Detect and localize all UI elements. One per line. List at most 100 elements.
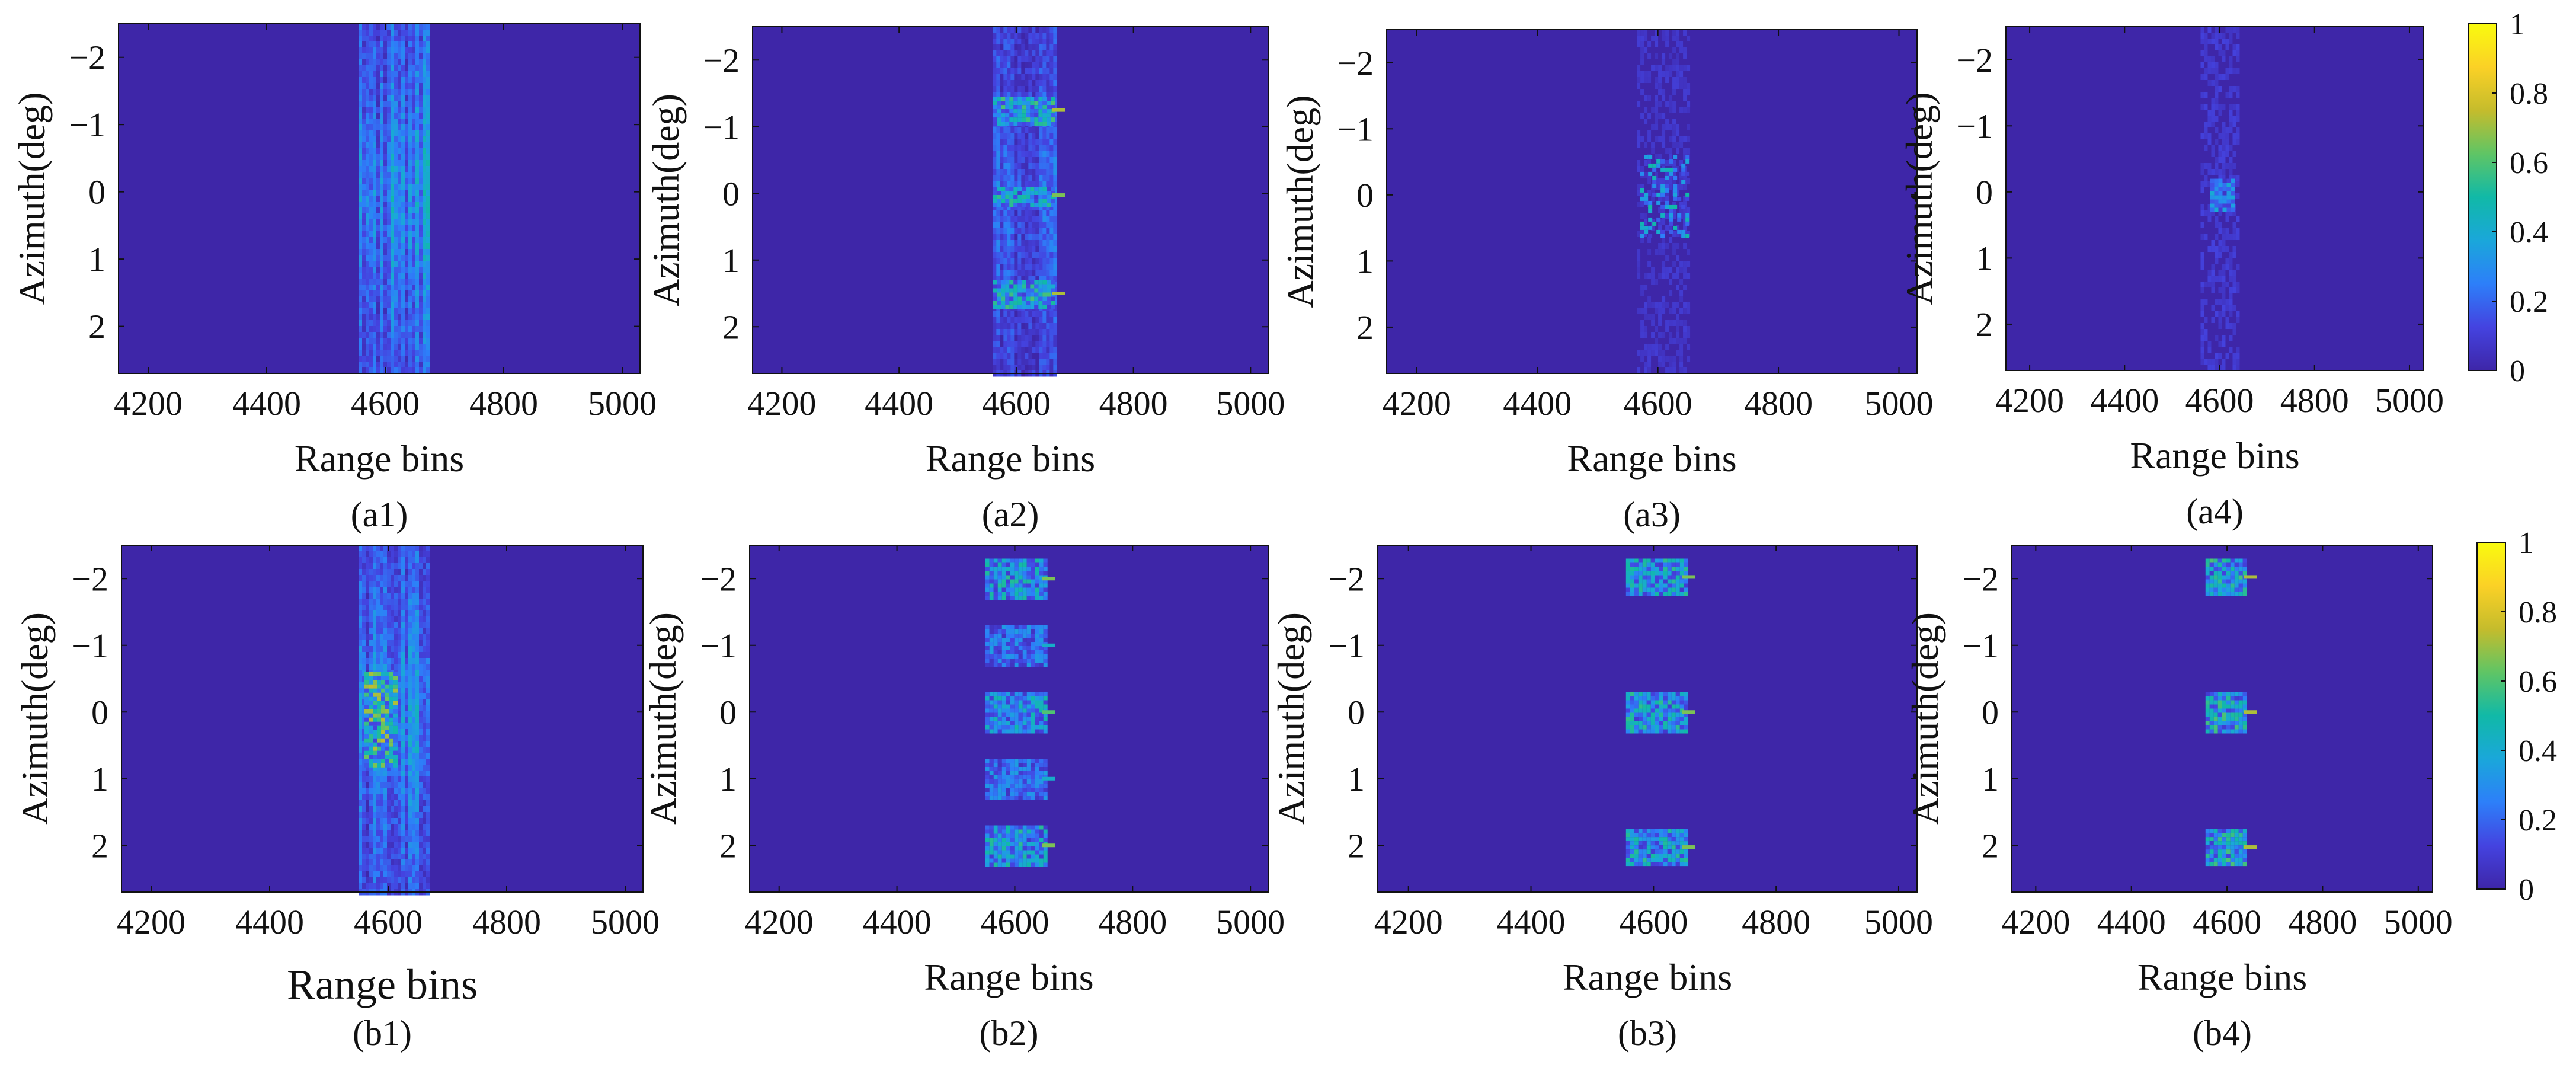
heat-cell [419,800,423,807]
heat-cell [1021,204,1025,211]
echo-cell [1013,280,1018,285]
heat-cell [1049,210,1054,217]
heat-cell [401,314,405,321]
heat-cell [369,581,373,587]
echo-cell [1013,97,1018,101]
heat-cell [405,196,409,202]
heat-cell [394,605,398,611]
heat-cell [2211,270,2215,276]
heat-cell [1021,264,1025,270]
heat-cell [426,237,430,244]
heat-cell [1039,86,1043,92]
heat-cell [423,231,427,238]
echo-cell [377,746,381,751]
heat-cell [362,36,366,42]
heat-cell [401,243,405,250]
echo-cell [1648,163,1653,168]
heat-cell [383,255,388,261]
heat-cell [1010,62,1015,69]
heat-cell [423,776,427,783]
echo-cell [369,746,373,751]
heat-cell [412,184,416,190]
heat-cell [380,599,384,605]
heat-cell [366,296,370,303]
heat-cell [405,759,409,765]
heat-cell [394,113,398,119]
heat-cell [1640,53,1644,59]
heat-cell [394,130,398,137]
heat-cell [383,142,388,149]
heat-cell [408,225,412,232]
heat-cell [419,279,423,285]
echo-cell [373,688,377,693]
heat-cell [419,290,423,297]
echo-cell [1038,109,1043,114]
heat-cell [415,800,420,807]
heat-cell [373,142,377,149]
heat-cell [359,95,363,101]
heat-cell [423,24,427,30]
echo-cell [381,734,385,739]
heat-cell [362,130,366,137]
heat-cell [423,575,427,581]
x-axis-label: Range bins [1567,437,1736,480]
heat-cell [415,557,420,564]
heat-cell [2218,74,2222,80]
heat-cell [423,616,427,623]
heat-cell [996,62,1000,69]
heat-cell [1647,130,1652,136]
heat-cell [419,136,423,143]
heat-cell [2215,74,2219,80]
heat-cell [1665,255,1669,261]
heat-cell [1042,204,1047,211]
heat-cell [426,332,430,338]
heat-cell [391,788,395,795]
heat-cell [1662,136,1666,142]
heat-cell [996,163,1000,170]
heat-cell [362,765,366,771]
heat-cell [376,273,380,279]
echo-cell [2222,207,2227,212]
heat-cell [405,362,409,368]
heat-cell [359,658,363,664]
heat-cell [423,71,427,78]
heat-cell [380,178,384,184]
heat-cell [369,782,373,789]
heat-cell [391,225,395,232]
heat-cell [391,202,395,208]
heat-cell [423,47,427,54]
heat-cell [398,634,402,641]
echo-cell [1005,292,1010,297]
echo-cell [1001,301,1006,305]
echo-cell [364,688,369,693]
heat-cell [359,308,363,315]
heat-cell [394,36,398,42]
heat-cell [366,575,370,581]
echo-cell [1013,113,1018,118]
heat-cell [2222,311,2226,317]
heat-cell [1042,311,1047,318]
heat-cell [1049,169,1054,175]
heat-cell [426,285,430,291]
heat-cell [398,865,402,872]
echo-cell [1009,101,1014,106]
heat-cell [423,800,427,807]
heat-cell [373,812,377,819]
heat-cell [996,44,1000,51]
heat-cell [391,859,395,866]
heat-cell [423,367,427,374]
heat-cell [2225,127,2229,133]
heat-cell [993,240,997,247]
heat-cell [1014,92,1018,98]
echo-cell [1673,192,1678,197]
y-tick-label: 1 [1976,239,1993,277]
heat-cell [2200,287,2204,293]
heat-cell [2225,282,2229,287]
heat-cell [362,859,366,866]
heat-cell [1025,27,1029,33]
heat-cell [1679,296,1684,302]
heat-cell [1687,302,1691,308]
heat-cell [383,154,388,161]
heat-cell [1053,175,1057,181]
echo-cell [1669,159,1673,164]
